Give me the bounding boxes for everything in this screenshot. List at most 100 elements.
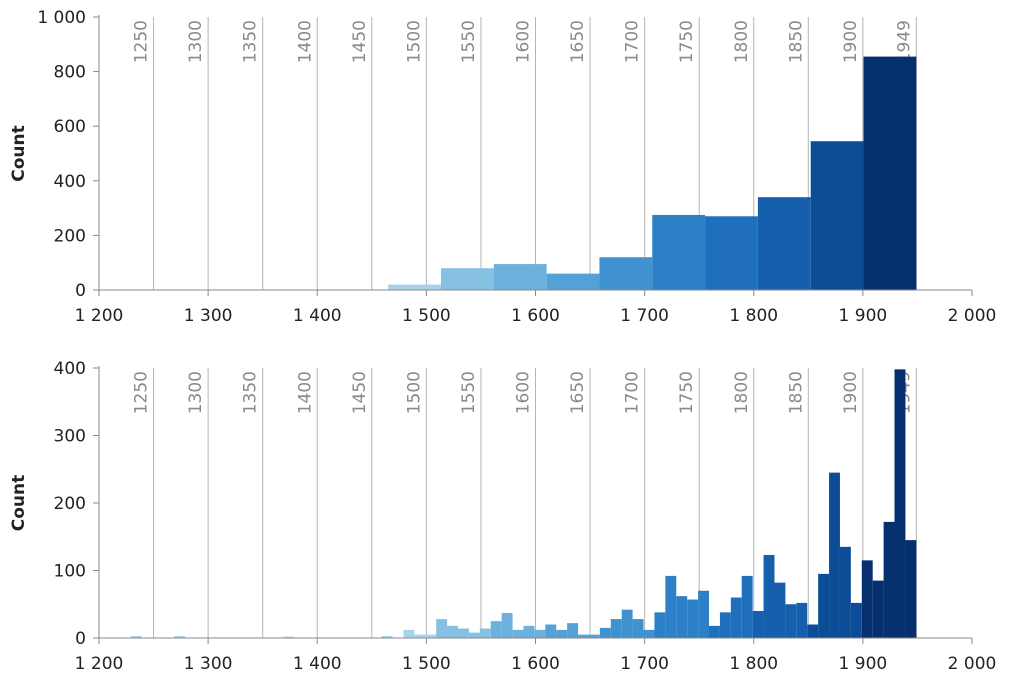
bar [730,597,742,638]
bar [863,56,917,291]
reference-label: 1500 [404,371,424,414]
y-tick-label: 600 [54,117,86,137]
x-tick-label: 1 700 [620,654,669,674]
bar [757,197,811,290]
y-tick-label: 400 [54,172,86,192]
y-tick-label: 800 [54,63,86,83]
reference-label: 1300 [186,371,206,414]
bar [599,627,611,638]
bar [388,284,441,290]
bar [403,629,415,638]
bar [883,521,895,638]
bar [599,257,653,290]
bar [479,628,491,638]
y-tick-label: 300 [54,427,86,447]
bar [468,632,480,638]
bar [546,273,600,290]
bar [632,619,644,638]
bar [414,634,426,638]
bar [493,264,547,290]
x-tick-label: 1 300 [184,654,233,674]
reference-label: 1650 [568,371,588,414]
y-tick-label: 200 [54,226,86,246]
reference-label: 1450 [350,371,370,414]
reference-label: 1900 [841,20,861,63]
y-tick-label: 0 [75,281,86,301]
bar [652,214,706,290]
bar [905,540,917,638]
reference-label: 1800 [732,371,752,414]
bar [774,582,786,638]
y-tick-label: 100 [54,562,86,582]
y-tick-label: 200 [54,494,86,514]
y-axis-label: Count [9,475,29,532]
bar [676,596,688,638]
x-tick-label: 1 900 [839,306,888,326]
reference-label: 1400 [295,371,315,414]
bar [381,635,393,638]
x-tick-label: 2 000 [948,306,997,326]
bar [578,634,589,638]
x-tick-label: 1 900 [839,654,888,674]
bar [610,619,622,638]
reference-label: 1350 [241,20,261,63]
x-tick-label: 1 600 [511,306,560,326]
bar [458,628,469,638]
reference-label: 1600 [514,371,534,414]
y-tick-label: 0 [75,629,86,649]
reference-label: 1250 [132,371,152,414]
bar [174,635,186,638]
bar [588,634,600,638]
reference-label: 1350 [241,371,261,414]
reference-label: 1700 [623,20,643,63]
bar [687,599,699,638]
reference-label: 1850 [786,371,806,414]
bar [440,268,494,290]
bar [523,625,535,638]
bar [872,580,884,638]
x-tick-label: 1 800 [729,306,778,326]
bar [436,619,448,638]
reference-label: 1550 [459,371,479,414]
reference-label: 1250 [132,20,152,63]
bar [839,546,851,638]
bar [130,635,142,638]
x-tick-label: 1 200 [75,306,124,326]
reference-label: 1600 [514,20,534,63]
x-tick-label: 2 000 [948,654,997,674]
bar [534,629,546,638]
reference-label: 1450 [350,20,370,63]
bar [567,623,579,638]
reference-label: 1750 [677,371,697,414]
reference-label: 1550 [459,20,479,63]
bar [818,573,830,638]
y-tick-label: 1 000 [37,8,86,28]
bar [621,609,633,638]
reference-label: 1400 [295,20,315,63]
x-tick-label: 1 400 [293,306,342,326]
bar [447,625,459,638]
reference-label: 1700 [623,371,643,414]
bar [785,604,797,638]
reference-label: 1300 [186,20,206,63]
x-tick-label: 1 300 [184,306,233,326]
bar [698,590,710,638]
reference-label: 1850 [786,20,806,63]
reference-label: 1949 [894,20,914,63]
bar [861,560,873,638]
bar [850,602,862,638]
bar [829,472,840,638]
bar [425,634,437,638]
x-tick-label: 1 500 [402,654,451,674]
reference-label: 1650 [568,20,588,63]
bar [705,216,758,290]
reference-label: 1500 [404,20,424,63]
reference-label: 1900 [841,371,861,414]
reference-label: 1800 [732,20,752,63]
bar [719,612,731,638]
bar [894,369,906,638]
bar [501,613,513,638]
bar [752,611,764,638]
x-tick-label: 1 700 [620,306,669,326]
y-axis-label: Count [9,125,29,182]
